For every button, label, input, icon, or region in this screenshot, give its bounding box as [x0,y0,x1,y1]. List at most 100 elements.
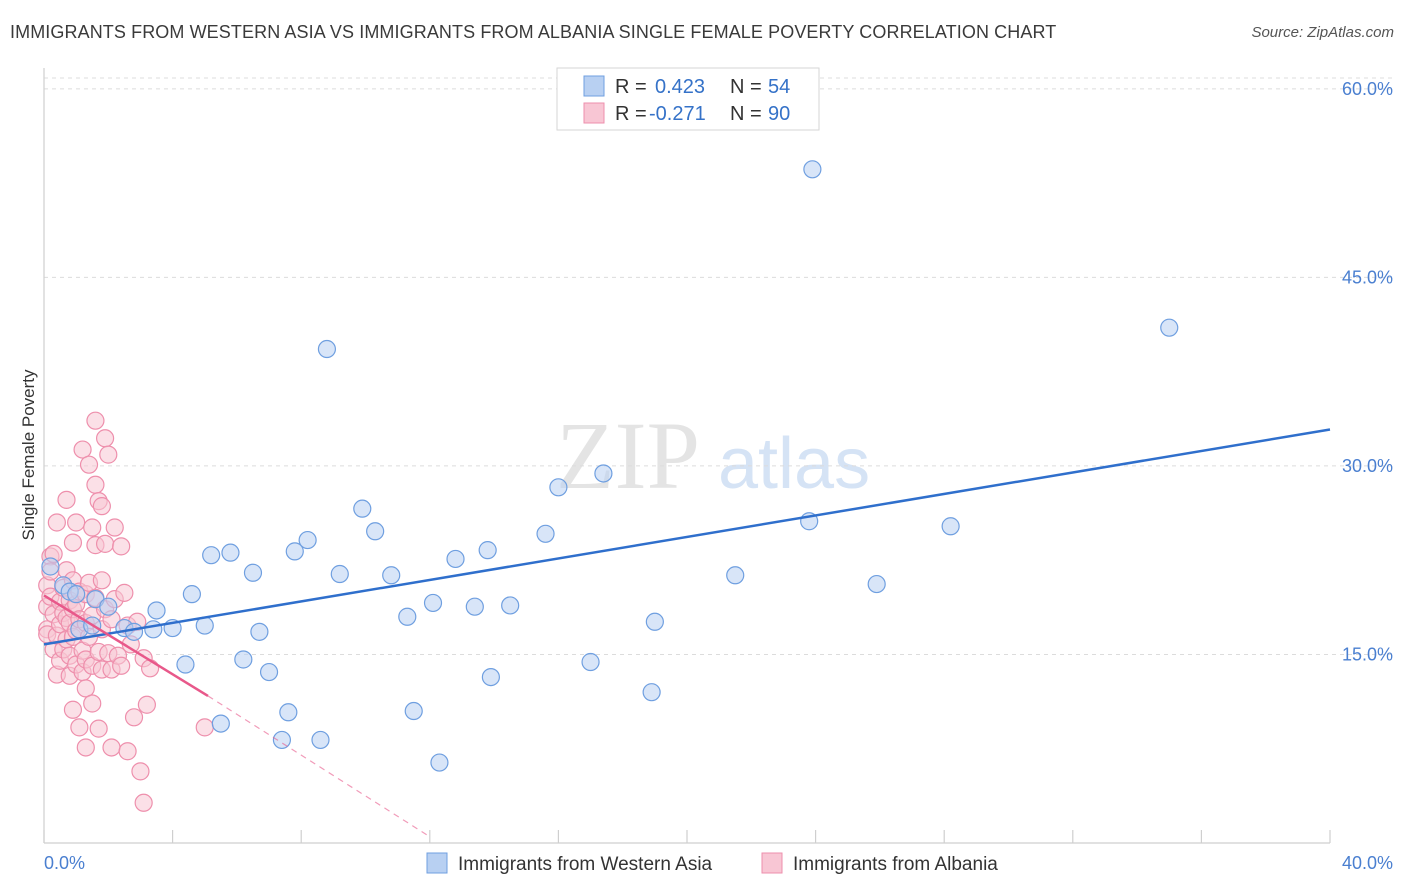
albania-point-32 [67,513,86,532]
western-asia-point-43 [549,478,568,497]
albania-point-60 [89,719,108,738]
series-albania-points [38,411,214,812]
western-asia-point-26 [298,530,317,550]
trend-line-albania-extension [207,695,431,838]
albania-point-46 [76,738,95,757]
western-asia-point-45 [594,464,613,483]
albania-point-82 [124,708,144,727]
x-tick-label-0: 0.0% [44,853,85,873]
legend-r-label-1: R = [615,76,647,98]
albania-point-78 [115,583,134,602]
trend-line-albania [43,594,209,698]
albania-point-66 [95,534,115,553]
albania-point-72 [102,738,121,757]
albania-point-88 [140,659,160,678]
x-tick-label-1: 40.0% [1342,853,1393,873]
y-tick-label-0: 15.0% [1342,644,1393,664]
western-asia-point-30 [353,499,372,518]
western-asia-point-51 [867,574,886,594]
western-asia-point-19 [234,650,253,669]
western-asia-point-37 [446,549,465,569]
western-asia-point-38 [465,597,484,616]
western-asia-point-20 [243,563,263,582]
series-legend-label-western-asia: Immigrants from Western Asia [458,854,713,875]
series-legend-swatch-albania [761,852,783,874]
western-asia-point-32 [382,566,401,585]
y-tick-labels: 15.0% 30.0% 45.0% 60.0% [1342,79,1393,665]
legend-r-value-2: -0.271 [649,103,706,125]
albania-point-53 [83,694,102,713]
western-asia-point-33 [398,607,417,626]
albania-point-41 [73,440,92,459]
legend-r-label-2: R = [615,103,647,125]
source-credit: Source: ZipAtlas.com [1251,24,1394,41]
western-asia-point-3 [67,585,86,604]
western-asia-point-11 [147,601,166,620]
albania-point-65 [95,429,115,448]
trend-line-western-asia [43,428,1331,646]
western-asia-point-24 [272,730,292,750]
albania-point-47 [79,455,99,474]
western-asia-point-46 [642,683,661,702]
western-asia-point-50 [803,160,822,179]
western-asia-point-27 [311,730,330,750]
albania-point-10 [47,513,66,532]
western-asia-point-17 [211,714,230,733]
albania-point-77 [112,656,131,675]
western-asia-point-23 [279,703,298,722]
albania-point-45 [76,679,95,698]
legend-n-value-1: 54 [768,76,790,98]
series-legend-swatch-western-asia [426,852,448,874]
albania-point-55 [86,475,105,494]
western-asia-point-36 [430,753,449,772]
western-asia-point-14 [182,585,201,604]
watermark-zip: ZIP [556,402,700,509]
axes [43,68,1331,844]
albania-point-69 [99,445,118,464]
western-asia-point-7 [99,597,118,616]
western-asia-point-29 [330,564,349,584]
series-legend: Immigrants from Western Asia Immigrants … [426,852,998,875]
legend-swatch-albania [583,102,605,124]
y-tick-label-3: 60.0% [1342,79,1393,99]
albania-point-62 [92,571,111,590]
western-asia-point-39 [478,541,497,560]
western-asia-point-9 [124,622,144,641]
western-asia-point-18 [221,543,240,562]
western-asia-point-13 [176,655,195,674]
western-asia-point-42 [536,524,555,543]
trend-lines [43,428,1331,838]
western-asia-point-52 [941,517,960,536]
legend-n-value-2: 90 [768,103,790,125]
western-asia-point-53 [1160,318,1179,337]
x-tick-labels: 0.0% 40.0% [44,853,1393,873]
legend-r-value-1: 0.423 [655,76,705,98]
chart-title: IMMIGRANTS FROM WESTERN ASIA VS IMMIGRAN… [10,22,1057,42]
western-asia-point-40 [481,667,500,687]
albania-point-27 [63,533,83,552]
legend-swatch-western-asia [583,75,605,97]
western-asia-point-0 [41,557,60,576]
albania-point-76 [112,537,131,556]
albania-point-50 [83,518,102,537]
albania-point-31 [63,700,83,719]
albania-point-36 [70,718,89,737]
albania-point-61 [92,497,111,516]
series-legend-label-albania: Immigrants from Albania [793,854,998,875]
western-asia-point-21 [250,622,269,641]
western-asia-point-48 [726,566,745,585]
albania-point-86 [134,793,153,812]
albania-point-89 [195,718,214,737]
western-asia-point-16 [202,546,221,565]
albania-point-84 [131,762,150,781]
y-tick-label-1: 30.0% [1342,456,1393,476]
albania-point-73 [105,518,124,537]
western-asia-point-35 [423,593,443,613]
western-asia-point-10 [144,620,163,639]
western-asia-point-31 [366,522,385,541]
western-asia-point-34 [404,701,423,721]
western-asia-point-44 [581,652,600,672]
y-tick-label-2: 45.0% [1342,267,1393,287]
albania-point-54 [86,411,105,430]
